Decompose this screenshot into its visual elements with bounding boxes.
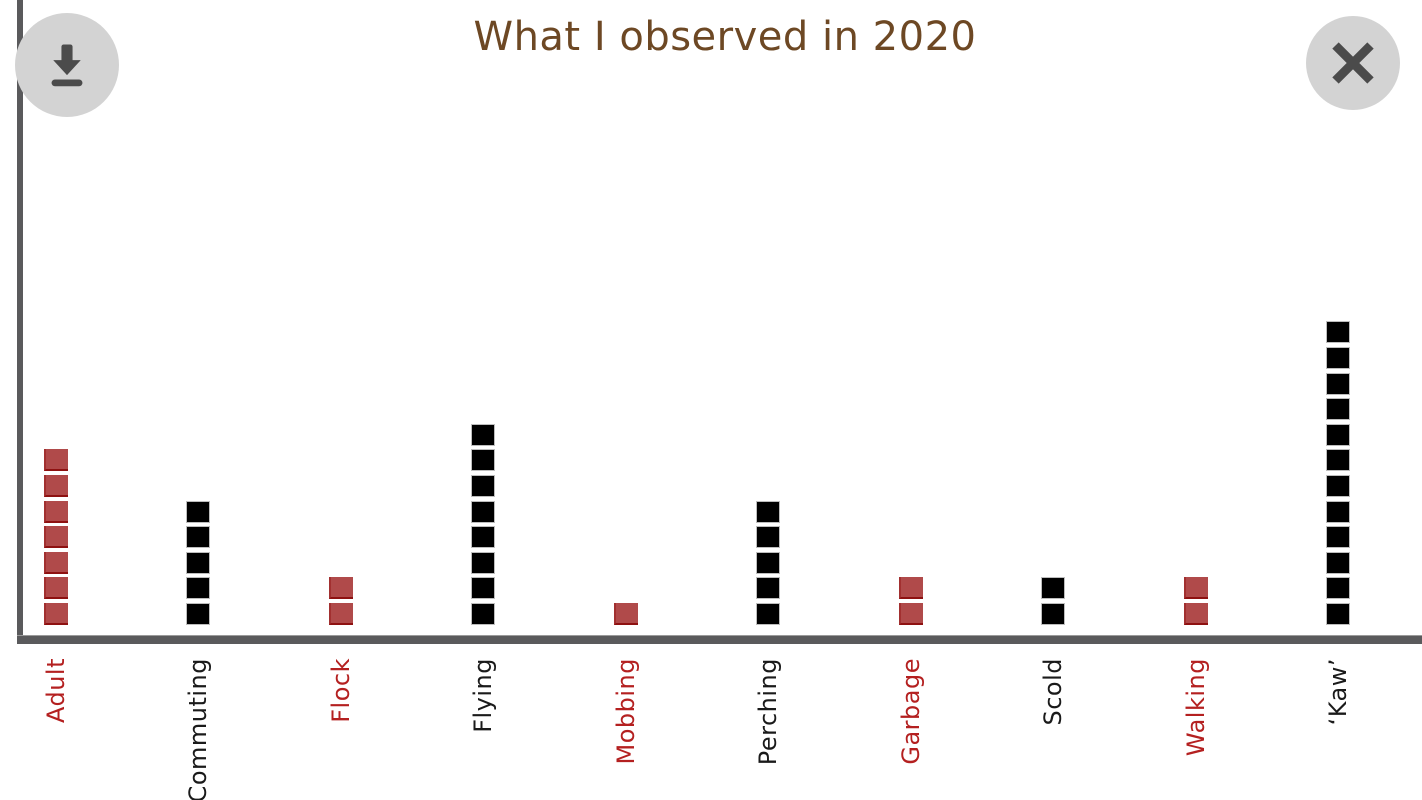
unit-square	[1326, 577, 1351, 600]
unit-square	[756, 526, 781, 549]
chart-column	[898, 574, 923, 625]
chart-column	[613, 599, 638, 625]
unit-square	[1326, 475, 1351, 498]
unit-square	[1326, 526, 1351, 549]
unit-square	[471, 603, 496, 625]
category-label: ‘Kaw’	[1324, 658, 1353, 726]
chart-title: What I observed in 2020	[473, 14, 977, 60]
unit-square	[613, 603, 638, 625]
unit-square	[471, 449, 496, 472]
unit-square	[471, 423, 496, 446]
unit-square	[1041, 577, 1066, 600]
category-label: Adult	[42, 658, 70, 724]
unit-square	[328, 603, 353, 625]
close-icon	[1323, 33, 1383, 93]
unit-square	[471, 500, 496, 523]
y-axis-line	[17, 0, 23, 643]
unit-square	[44, 475, 68, 498]
unit-square	[898, 603, 923, 625]
category-label: Walking	[1181, 658, 1210, 757]
category-label: Flying	[469, 658, 498, 733]
unit-square	[186, 577, 211, 600]
unit-square	[756, 603, 781, 625]
category-label: Commuting	[184, 658, 213, 800]
unit-square	[186, 551, 211, 574]
x-axis-line	[17, 635, 1422, 644]
chart-column	[471, 420, 496, 625]
unit-square	[186, 500, 211, 523]
category-label: Garbage	[896, 658, 925, 765]
unit-square	[44, 449, 68, 472]
unit-square	[1183, 603, 1208, 625]
unit-square	[756, 551, 781, 574]
category-label: Flock	[326, 658, 355, 723]
unit-square	[1326, 398, 1351, 421]
category-label: Perching	[754, 658, 783, 766]
download-icon	[38, 36, 96, 94]
chart-column	[1183, 574, 1208, 625]
unit-square	[1326, 423, 1351, 446]
unit-square	[756, 500, 781, 523]
unit-square	[756, 577, 781, 600]
unit-square	[328, 577, 353, 600]
unit-square	[186, 603, 211, 625]
unit-square	[1326, 551, 1351, 574]
category-label: Scold	[1039, 658, 1068, 726]
unit-square	[1326, 449, 1351, 472]
unit-square	[44, 603, 68, 625]
chart-column	[756, 497, 781, 625]
chart-column	[1326, 318, 1351, 625]
unit-square	[1326, 500, 1351, 523]
unit-square	[1326, 372, 1351, 395]
unit-square	[186, 526, 211, 549]
category-label: Mobbing	[611, 658, 640, 765]
unit-square	[1041, 603, 1066, 625]
unit-square	[898, 577, 923, 600]
unit-square	[471, 551, 496, 574]
unit-square	[471, 577, 496, 600]
unit-square	[44, 577, 68, 600]
unit-square	[44, 500, 68, 523]
chart-column	[44, 446, 68, 625]
download-button[interactable]	[15, 13, 119, 117]
unit-square	[1326, 603, 1351, 625]
unit-square	[471, 526, 496, 549]
unit-square	[471, 475, 496, 498]
unit-square	[1183, 577, 1208, 600]
chart-column	[328, 574, 353, 625]
unit-square	[1326, 347, 1351, 370]
chart-column	[1041, 574, 1066, 625]
unit-square	[44, 551, 68, 574]
unit-square	[1326, 321, 1351, 344]
close-button[interactable]	[1306, 16, 1400, 110]
chart-column	[186, 497, 211, 625]
unit-square	[44, 526, 68, 549]
